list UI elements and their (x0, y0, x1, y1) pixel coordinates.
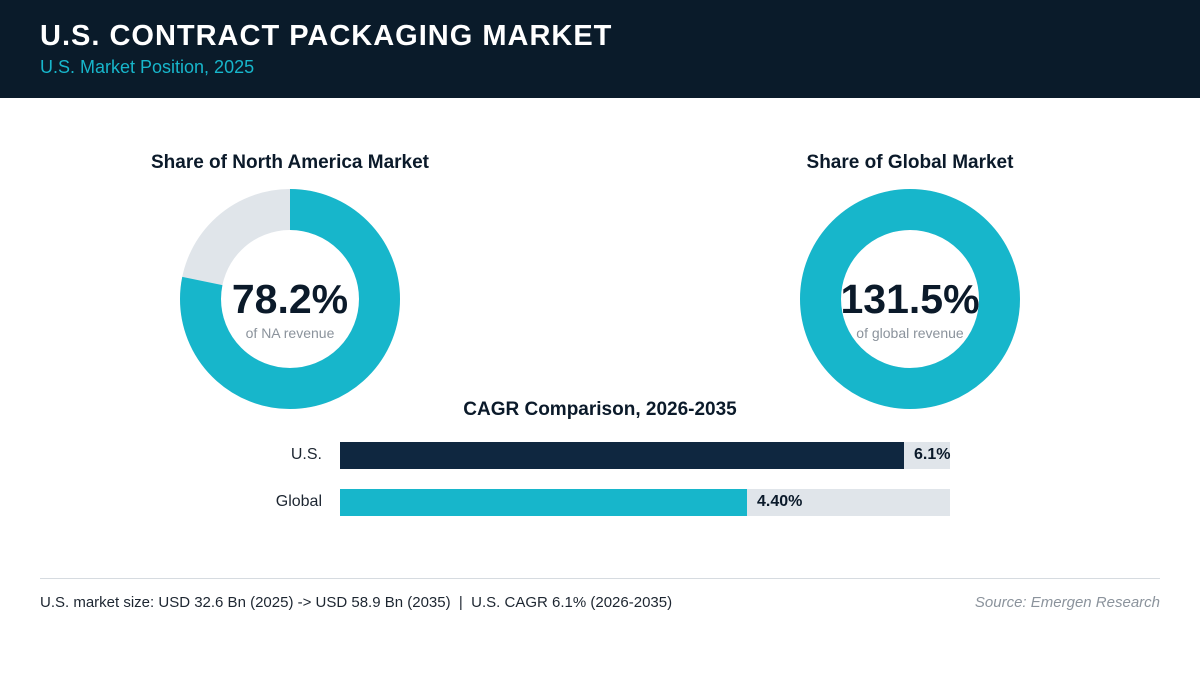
cagr-chart-title: CAGR Comparison, 2026-2035 (463, 399, 737, 420)
bar-label-global: Global (275, 493, 322, 510)
page-title: U.S. CONTRACT PACKAGING MARKET (40, 20, 613, 52)
global-share-title: Share of Global Market (806, 152, 1014, 173)
na-share-title: Share of North America Market (150, 152, 430, 173)
source-note: Source: Emergen Research (974, 594, 1160, 611)
global-share-value: 131.5% (840, 276, 980, 322)
global-share-arc (800, 189, 1020, 409)
na-share-caption: of NA revenue (245, 325, 335, 341)
bar-label-us: U.S. (290, 446, 322, 463)
header-banner: U.S. CONTRACT PACKAGING MARKET U.S. Mark… (0, 0, 1200, 98)
footer-divider (40, 578, 1160, 579)
na-share-arc (180, 189, 400, 409)
footer-note: U.S. market size: USD 32.6 Bn (2025) -> … (40, 594, 673, 611)
na-share-value: 78.2% (231, 276, 349, 322)
bar-value-global: 4.40% (757, 493, 803, 510)
na-share-donut (180, 189, 400, 409)
bar-global (340, 489, 747, 516)
page-subtitle: U.S. Market Position, 2025 (40, 57, 255, 77)
bar-track-us: 6.1% (340, 442, 950, 469)
bar-value-us: 6.1% (914, 446, 951, 463)
bar-us (340, 442, 904, 469)
global-share-caption: of global revenue (856, 325, 964, 341)
global-share-donut (800, 189, 1020, 409)
bar-track-global: 4.40% (340, 489, 950, 516)
